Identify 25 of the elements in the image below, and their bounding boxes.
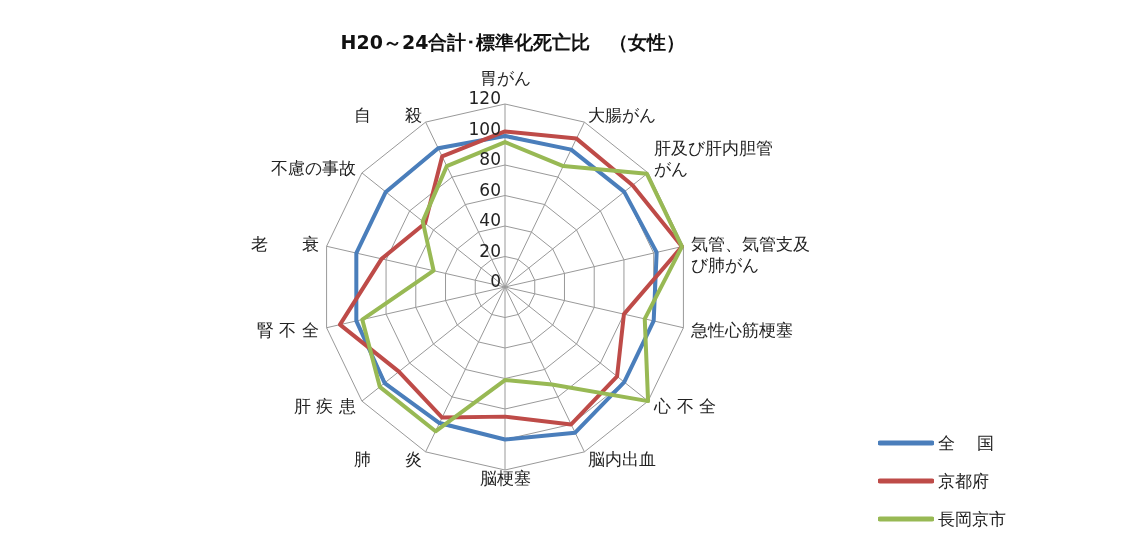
legend-label: 長岡京市 (938, 507, 1007, 531)
legend-label: 全 国 (938, 431, 996, 455)
spoke-label: 肝 疾 患 (293, 396, 356, 417)
spoke-label: 脳内出血 (587, 449, 656, 470)
y-tick-label: 100 (468, 118, 501, 139)
spoke-label: 気管、気管支及び肺がん (691, 234, 811, 276)
spoke-label: 急性心筋梗塞 (690, 319, 794, 340)
y-tick-label: 80 (479, 149, 501, 169)
spoke-label: 大腸がん (587, 104, 656, 125)
y-tick-label: 20 (479, 240, 501, 261)
y-tick-label: 60 (479, 179, 501, 200)
legend-label: 京都府 (938, 469, 990, 493)
spoke-label: 老 衰 (250, 234, 319, 255)
spoke-label: 脳梗塞 (479, 468, 531, 488)
y-tick-label: 40 (479, 210, 501, 230)
spoke-label: 胃がん (479, 68, 531, 88)
spoke-label: 心 不 全 (653, 396, 717, 417)
y-tick-label: 120 (468, 88, 501, 108)
y-tick-label: 0 (490, 271, 501, 291)
chart-title: H20～24合計･標準化死亡比 （女性） (339, 30, 687, 55)
spoke-label: 不慮の事故 (270, 157, 356, 178)
spoke-label: 肺 炎 (354, 449, 423, 470)
spoke-label: 肝及び肝内胆管がん (654, 137, 774, 179)
spoke-label: 腎 不 全 (256, 319, 319, 340)
spoke-label: 自 殺 (354, 104, 423, 125)
